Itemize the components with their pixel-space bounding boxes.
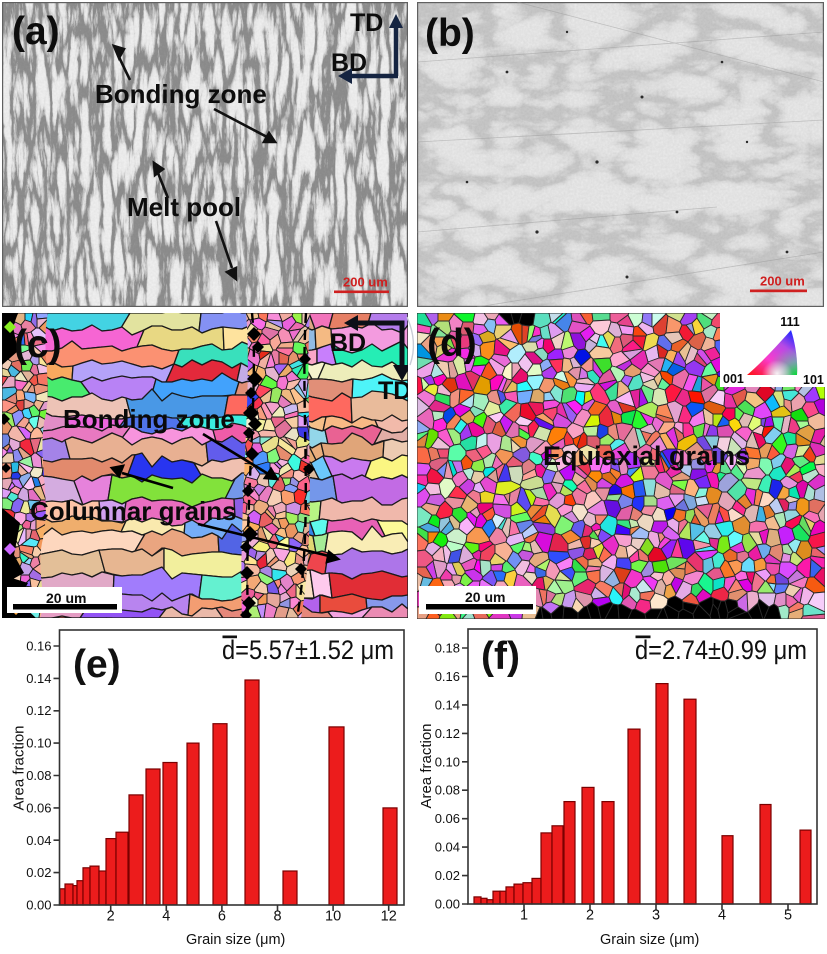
svg-text:(d): (d) — [427, 322, 477, 365]
svg-text:d=2.74±0.99 μm: d=2.74±0.99 μm — [635, 635, 807, 665]
svg-text:0.10: 0.10 — [26, 736, 51, 751]
svg-text:200 um: 200 um — [343, 275, 388, 290]
svg-text:Bonding zone: Bonding zone — [95, 79, 267, 109]
svg-text:0.02: 0.02 — [26, 865, 51, 880]
svg-text:(f): (f) — [481, 635, 520, 678]
svg-text:0.12: 0.12 — [435, 726, 460, 741]
svg-text:BD: BD — [330, 329, 366, 357]
svg-text:0.04: 0.04 — [435, 840, 460, 855]
svg-text:Bonding zone: Bonding zone — [63, 404, 235, 434]
svg-text:20 um: 20 um — [465, 589, 505, 605]
svg-text:Melt pool: Melt pool — [127, 192, 241, 222]
svg-text:Area fraction: Area fraction — [418, 723, 435, 808]
svg-text:0.12: 0.12 — [26, 703, 51, 718]
svg-text:111: 111 — [780, 315, 800, 329]
svg-text:0.18: 0.18 — [435, 641, 460, 656]
svg-text:0.16: 0.16 — [435, 669, 460, 684]
svg-text:0.08: 0.08 — [26, 768, 51, 783]
svg-text:0.00: 0.00 — [435, 897, 460, 912]
svg-text:8: 8 — [273, 909, 281, 925]
svg-text:12: 12 — [381, 909, 397, 925]
svg-text:6: 6 — [218, 909, 226, 925]
svg-text:2: 2 — [107, 909, 115, 925]
svg-text:200 um: 200 um — [760, 274, 805, 289]
svg-text:20 um: 20 um — [46, 590, 86, 606]
svg-text:Equiaxial grains: Equiaxial grains — [543, 441, 750, 471]
svg-text:0.02: 0.02 — [435, 868, 460, 883]
svg-text:TD: TD — [350, 9, 383, 37]
svg-text:0.04: 0.04 — [26, 833, 51, 848]
svg-text:Columnar grains: Columnar grains — [30, 496, 237, 526]
svg-text:5: 5 — [784, 908, 792, 924]
svg-text:001: 001 — [723, 372, 744, 386]
svg-text:Area fraction: Area fraction — [11, 725, 28, 810]
svg-text:10: 10 — [325, 909, 341, 925]
svg-text:0.00: 0.00 — [26, 898, 51, 913]
svg-text:(e): (e) — [73, 643, 121, 686]
svg-text:1: 1 — [520, 908, 528, 924]
svg-text:(a): (a) — [12, 10, 60, 53]
svg-text:4: 4 — [162, 909, 170, 925]
svg-text:Grain size (μm): Grain size (μm) — [186, 932, 285, 948]
svg-text:d=5.57±1.52 μm: d=5.57±1.52 μm — [222, 635, 394, 665]
svg-text:2: 2 — [586, 908, 594, 924]
svg-text:0.06: 0.06 — [26, 800, 51, 815]
svg-text:Grain size (μm): Grain size (μm) — [600, 932, 699, 948]
svg-text:0.10: 0.10 — [435, 754, 460, 769]
svg-text:(b): (b) — [425, 12, 475, 55]
svg-text:(c): (c) — [14, 323, 62, 366]
svg-text:0.08: 0.08 — [435, 783, 460, 798]
svg-text:0.06: 0.06 — [435, 811, 460, 826]
svg-text:0.14: 0.14 — [26, 671, 51, 686]
svg-text:4: 4 — [718, 908, 726, 924]
svg-text:TD: TD — [378, 377, 408, 405]
svg-text:3: 3 — [652, 908, 660, 924]
svg-text:101: 101 — [803, 373, 824, 387]
svg-text:0.14: 0.14 — [435, 697, 460, 712]
svg-text:0.16: 0.16 — [26, 639, 51, 654]
